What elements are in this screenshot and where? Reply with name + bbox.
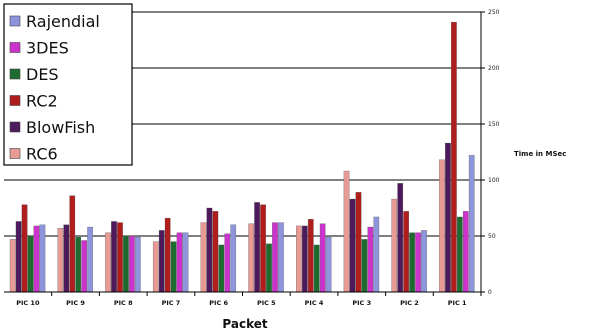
bar-rajendial-pic-7: [182, 232, 189, 293]
bar-blowfish-pic-8: [111, 221, 117, 293]
bar-blowfish-pic-6: [206, 207, 213, 293]
bar-rc6-pic-7: [152, 241, 159, 293]
legend: Rajendial 3DES DES RC2 BlowFish RC6: [3, 3, 133, 166]
bar-3des-pic-2: [415, 232, 421, 293]
y-tick-label-150: 150: [488, 121, 500, 128]
bar-des-pic-7: [170, 241, 177, 293]
bar-blowfish-pic-4: [301, 225, 308, 293]
x-tick-label: PIC 7: [162, 299, 181, 307]
bar-rajendial-pic-1: [468, 155, 475, 293]
bar-rc6-pic-10: [9, 239, 16, 293]
y-tick-label-100: 100: [488, 177, 500, 184]
bar-rc2-pic-1: [451, 21, 457, 293]
bar-des-pic-1: [456, 216, 463, 293]
bar-rc6-pic-2: [391, 198, 398, 293]
bar-des-pic-4: [313, 244, 320, 293]
legend-swatch-rc6: [9, 148, 21, 159]
y-axis-label: Time in MSec: [514, 150, 566, 158]
bar-blowfish-pic-2: [397, 183, 404, 293]
bar-rc6-pic-6: [200, 222, 207, 293]
bar-3des-pic-9: [81, 240, 87, 293]
bar-rc6-pic-1: [439, 159, 445, 293]
bar-rc2-pic-7: [164, 217, 171, 293]
axes: 0 50 100 150 200 250 PIC 10 PIC 9 PIC 8 PIC 7 PIC …: [4, 9, 500, 307]
y-tick-label-250: 250: [488, 9, 500, 16]
bar-des-pic-9: [75, 236, 82, 293]
legend-label-des: DES: [26, 65, 59, 84]
legend-label-rc2: RC2: [26, 92, 58, 111]
bar-3des-pic-3: [367, 226, 374, 293]
x-axis-label: Packet: [222, 317, 267, 331]
bar-des-pic-3: [361, 239, 368, 293]
x-tick-label: PIC 2: [400, 299, 419, 307]
bar-rajendial-pic-5: [278, 222, 284, 293]
bar-rc2-pic-10: [21, 204, 28, 293]
x-tick-label: PIC 8: [114, 299, 133, 307]
bar-3des-pic-5: [272, 222, 278, 293]
legend-box: [3, 3, 133, 166]
legend-swatch-blowfish: [9, 121, 21, 133]
bar-rajendial-pic-9: [87, 226, 93, 293]
bar-rc2-pic-9: [69, 195, 76, 293]
bar-des-pic-6: [218, 244, 225, 293]
bar-des-pic-8: [123, 235, 129, 293]
x-tick-label: PIC 1: [448, 299, 467, 307]
bar-3des-pic-6: [224, 233, 231, 293]
bar-blowfish-pic-7: [158, 230, 165, 293]
bar-rc6-pic-8: [105, 232, 111, 293]
bar-rajendial-pic-8: [134, 236, 141, 293]
bar-3des-pic-1: [462, 211, 469, 293]
bar-rc2-pic-6: [212, 211, 219, 293]
bar-rc6-pic-3: [343, 170, 350, 293]
legend-swatch-rc2: [9, 95, 21, 106]
bar-des-pic-2: [409, 232, 415, 293]
legend-label-blowfish: BlowFish: [26, 118, 95, 137]
bar-rc6-pic-9: [57, 228, 64, 293]
bar-3des-pic-7: [176, 232, 183, 293]
legend-label-rajendial: Rajendial: [26, 12, 100, 31]
bar-des-pic-10: [27, 235, 34, 293]
bar-blowfish-pic-9: [63, 224, 70, 293]
bars: [9, 21, 475, 293]
y-tick-label-0: 0: [488, 289, 492, 296]
bar-rc2-pic-8: [117, 222, 123, 293]
legend-swatch-rajendial: [9, 15, 21, 27]
legend-swatch-3des: [9, 42, 21, 53]
bar-3des-pic-8: [129, 235, 135, 293]
x-tick-label: PIC 4: [305, 299, 324, 307]
bar-rc2-pic-3: [355, 192, 362, 293]
bar-des-pic-5: [266, 243, 272, 293]
bar-rc2-pic-2: [403, 211, 409, 293]
bar-blowfish-pic-3: [349, 198, 356, 293]
x-tick-label: PIC 3: [352, 299, 371, 307]
bar-3des-pic-10: [33, 225, 40, 293]
bar-rajendial-pic-3: [373, 216, 380, 293]
x-tick-label: PIC 5: [257, 299, 276, 307]
bar-rajendial-pic-10: [39, 224, 46, 293]
bar-rc6-pic-5: [248, 223, 254, 293]
legend-label-3des: 3DES: [26, 39, 69, 58]
x-tick-label: PIC 9: [66, 299, 85, 307]
legend-swatch-des: [9, 68, 21, 80]
bar-rajendial-pic-6: [230, 224, 237, 293]
legend-label-rc6: RC6: [26, 145, 58, 164]
y-tick-label-50: 50: [488, 233, 496, 240]
bar-rajendial-pic-2: [421, 230, 427, 293]
bar-rc6-pic-4: [296, 225, 302, 293]
bar-blowfish-pic-10: [15, 221, 22, 293]
bar-rc2-pic-5: [260, 204, 266, 293]
bar-rc2-pic-4: [307, 219, 314, 293]
y-tick-label-200: 200: [488, 65, 500, 72]
bar-3des-pic-4: [319, 223, 326, 293]
x-tick-label: PIC 6: [209, 299, 228, 307]
x-tick-label: PIC 10: [16, 299, 40, 307]
bar-blowfish-pic-1: [445, 142, 451, 293]
bar-rajendial-pic-4: [325, 236, 332, 293]
bar-blowfish-pic-5: [254, 202, 260, 293]
